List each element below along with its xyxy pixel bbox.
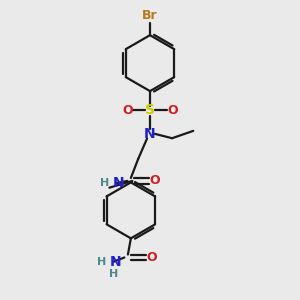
Text: H: H <box>100 178 110 188</box>
Text: H: H <box>110 269 118 279</box>
Text: S: S <box>145 103 155 117</box>
Text: N: N <box>144 127 156 141</box>
Text: N: N <box>110 255 121 269</box>
Text: O: O <box>149 174 160 188</box>
Text: Br: Br <box>142 9 158 22</box>
Text: O: O <box>146 251 157 264</box>
Text: N: N <box>112 176 124 190</box>
Text: H: H <box>97 257 106 267</box>
Text: O: O <box>122 104 133 117</box>
Text: O: O <box>167 104 178 117</box>
